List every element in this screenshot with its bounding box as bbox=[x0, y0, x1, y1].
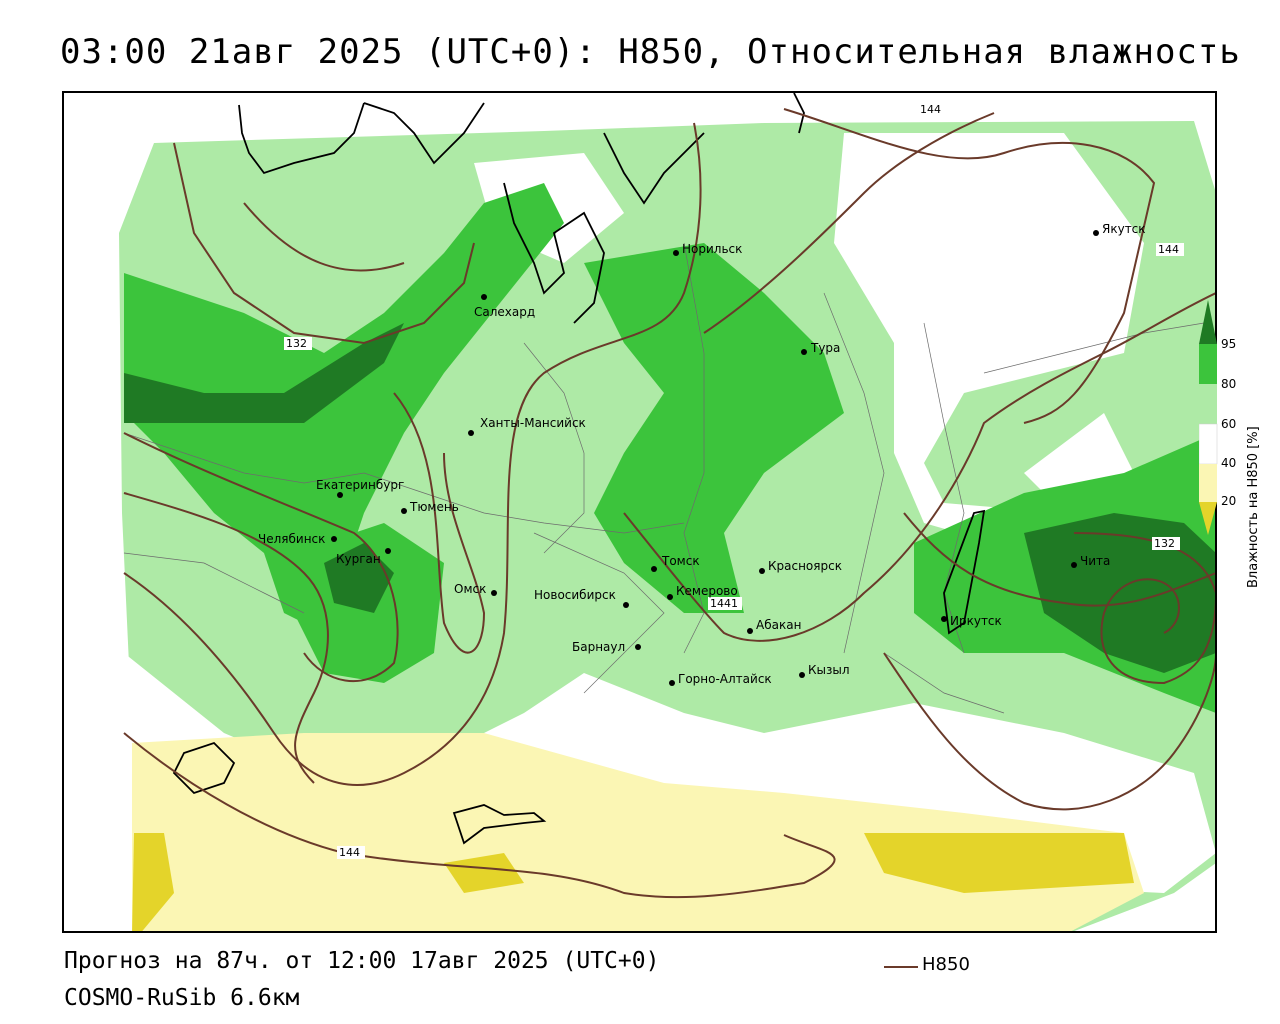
area-40-60-east bbox=[834, 133, 1144, 563]
city-kurgan: Курган bbox=[336, 548, 391, 566]
map-panel: 144 132 144 144 1441 132 Якутск Норильск… bbox=[62, 91, 1217, 933]
colorbar-axis-label-wrap: Влажность на H850 [%] bbox=[1244, 350, 1266, 590]
humidity-map: 144 132 144 144 1441 132 Якутск Норильск… bbox=[119, 93, 1215, 931]
contour-label-3: 144 bbox=[339, 846, 360, 859]
city-barnaul: Барнаул bbox=[572, 640, 641, 654]
city-irkutsk: Иркутск bbox=[941, 614, 1002, 628]
city-label: Томск bbox=[661, 554, 700, 568]
city-label: Чита bbox=[1080, 554, 1110, 568]
cities: Якутск Норильск Салехард Тура Ханты-Манс… bbox=[258, 222, 1146, 686]
city-tura: Тура bbox=[801, 341, 840, 355]
city-label: Кызыл bbox=[808, 663, 850, 677]
admin-borders bbox=[123, 242, 1205, 714]
colorbar-20-40 bbox=[1199, 464, 1217, 502]
city-label: Новосибирск bbox=[534, 588, 616, 602]
area-95-plus-east bbox=[1024, 513, 1215, 673]
contour-label-6: 132 bbox=[1154, 537, 1175, 550]
city-chita: Чита bbox=[1071, 554, 1110, 568]
city-label: Якутск bbox=[1102, 222, 1146, 236]
contour-labels: 144 132 144 144 1441 132 bbox=[284, 103, 1184, 859]
city-label: Абакан bbox=[756, 618, 801, 632]
area-95-plus-west bbox=[124, 323, 404, 423]
city-label: Тюмень bbox=[409, 500, 459, 514]
contour-label-2: 132 bbox=[286, 337, 307, 350]
contour-legend-label: H850 bbox=[922, 954, 970, 975]
colorbar-tick-60: 60 bbox=[1221, 417, 1237, 431]
city-kyzyl: Кызыл bbox=[799, 663, 850, 678]
city-label: Омск bbox=[454, 582, 486, 596]
contour-label-5: 1441 bbox=[710, 597, 738, 610]
colorbar-below-20 bbox=[1199, 502, 1217, 535]
city-chelyabinsk: Челябинск bbox=[258, 532, 337, 546]
colorbar-tick-20: 20 bbox=[1221, 494, 1237, 508]
city-gorno-altaysk: Горно-Алтайск bbox=[669, 672, 772, 686]
city-yakutsk: Якутск bbox=[1093, 222, 1146, 236]
colorbar-80-95 bbox=[1199, 344, 1217, 384]
model-name: COSMO-RuSib 6.6км bbox=[64, 985, 300, 1011]
city-label: Ханты-Мансийск bbox=[480, 416, 586, 430]
humidity-colorbar bbox=[1199, 300, 1218, 535]
colorbar-95-plus bbox=[1199, 300, 1217, 344]
city-tomsk: Томск bbox=[651, 554, 700, 572]
coastlines bbox=[172, 93, 986, 845]
area-below-20-c bbox=[444, 853, 524, 893]
h850-contours bbox=[123, 108, 1215, 899]
contour-label-1: 144 bbox=[920, 103, 941, 116]
area-20-40 bbox=[132, 733, 1144, 931]
area-95-plus-ural bbox=[324, 543, 394, 613]
area-80-95-west bbox=[124, 183, 564, 633]
city-label: Курган bbox=[336, 552, 381, 566]
colorbar-40-60 bbox=[1199, 423, 1218, 465]
city-label: Кемерово bbox=[676, 584, 738, 598]
city-yekaterinburg: Екатеринбург bbox=[316, 478, 404, 498]
city-omsk: Омск bbox=[454, 582, 497, 596]
map-title: 03:00 21авг 2025 (UTC+0): H850, Относите… bbox=[60, 32, 1241, 72]
city-khanty-mansiysk: Ханты-Мансийск bbox=[468, 416, 586, 436]
area-80-95-center bbox=[584, 243, 844, 613]
city-label: Горно-Алтайск bbox=[678, 672, 772, 686]
city-label: Тура bbox=[810, 341, 840, 355]
city-kemerovo: Кемерово bbox=[667, 584, 738, 600]
city-abakan: Абакан bbox=[747, 618, 801, 634]
city-label: Челябинск bbox=[258, 532, 325, 546]
city-label: Красноярск bbox=[768, 559, 842, 573]
city-label: Барнаул bbox=[572, 640, 625, 654]
city-label: Иркутск bbox=[950, 614, 1002, 628]
area-below-20-a bbox=[132, 833, 174, 931]
contour-legend-line bbox=[884, 966, 918, 968]
colorbar-tick-95: 95 bbox=[1221, 337, 1237, 351]
contour-label-4: 144 bbox=[1158, 243, 1179, 256]
city-label: Норильск bbox=[682, 242, 742, 256]
city-salekhard: Салехард bbox=[474, 294, 535, 319]
city-krasnoyarsk: Красноярск bbox=[759, 559, 842, 574]
city-tyumen: Тюмень bbox=[401, 500, 459, 514]
colorbar-tick-80: 80 bbox=[1221, 377, 1237, 391]
city-novosibirsk: Новосибирск bbox=[534, 588, 629, 608]
city-norilsk: Норильск bbox=[673, 242, 742, 256]
colorbar-tick-40: 40 bbox=[1221, 456, 1237, 470]
city-label: Екатеринбург bbox=[316, 478, 404, 492]
forecast-info: Прогноз на 87ч. от 12:00 17авг 2025 (UTC… bbox=[64, 948, 660, 974]
area-below-20-b bbox=[864, 833, 1134, 893]
colorbar-60-80 bbox=[1199, 384, 1217, 424]
city-label: Салехард bbox=[474, 305, 535, 319]
colorbar-axis-label: Влажность на H850 [%] bbox=[1246, 426, 1261, 588]
